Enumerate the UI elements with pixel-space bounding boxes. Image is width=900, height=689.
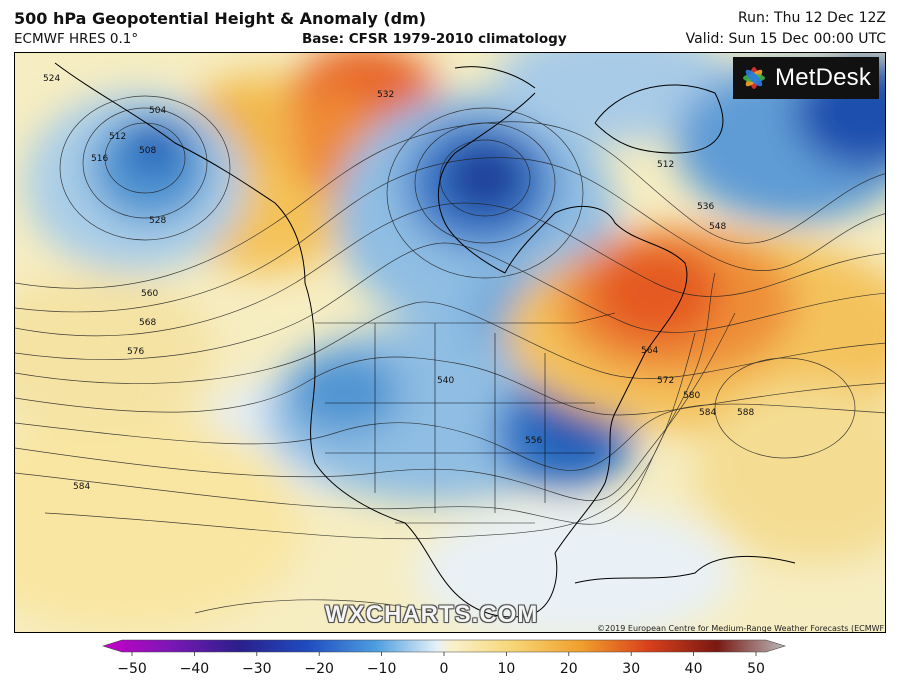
contour-label: 580: [683, 391, 700, 401]
contour-label: 516: [91, 154, 108, 164]
contour-label: 572: [657, 376, 674, 386]
contour-label: 512: [657, 160, 674, 170]
contour-label: 532: [377, 90, 394, 100]
colorbar-strip: [102, 639, 786, 653]
colorbar-ticks: −50 −40 −30 −20 −10 0 10 20 30 40 50: [117, 652, 765, 677]
contour-label: 584: [699, 408, 716, 418]
contour-label: 568: [139, 318, 156, 328]
contour-label: 564: [641, 346, 658, 356]
colorbar-tick-label: −30: [242, 661, 272, 677]
colorbar-tick-label: −40: [180, 661, 210, 677]
colorbar-tick-label: 0: [440, 661, 449, 677]
colorbar: −50 −40 −30 −20 −10 0 10 20 30 40 50: [102, 639, 786, 677]
copyright-note: ©2019 European Centre for Medium-Range W…: [597, 624, 886, 633]
anomaly-map: 524 504 508 512 516 528 532 512 536 548 …: [15, 53, 885, 632]
chart-title: 500 hPa Geopotential Height & Anomaly (d…: [14, 9, 427, 28]
coastlines: [54, 62, 796, 618]
contour-labels: 524 504 508 512 516 528 532 512 536 548 …: [43, 74, 754, 492]
anomaly-field: [15, 53, 885, 632]
contour-label: 540: [437, 376, 454, 386]
colorbar-tick-label: −20: [304, 661, 334, 677]
colorbar-tick-label: 20: [560, 661, 578, 677]
metdesk-logo-icon: [743, 67, 765, 89]
borders: [315, 312, 616, 524]
colorbar-tick-label: 50: [747, 661, 765, 677]
height-contours: [15, 95, 885, 614]
contour-label: 556: [525, 436, 542, 446]
colorbar-tick-label: 10: [497, 661, 515, 677]
climatology-base: Base: CFSR 1979-2010 climatology: [302, 31, 567, 47]
colorbar-tick-label: −10: [367, 661, 397, 677]
model-name: ECMWF HRES 0.1°: [14, 31, 139, 47]
contour-label: 512: [109, 132, 126, 142]
contour-label: 524: [43, 74, 60, 84]
contour-label: 508: [139, 146, 156, 156]
contour-label: 576: [127, 347, 144, 357]
valid-time: Valid: Sun 15 Dec 00:00 UTC: [685, 31, 886, 47]
colorbar-tick-label: 40: [685, 661, 703, 677]
contour-label: 584: [73, 482, 90, 492]
contour-label: 536: [697, 202, 714, 212]
contour-label: 504: [149, 106, 166, 116]
wxcharts-watermark: WXCHARTS.COM: [325, 601, 539, 628]
contour-label: 588: [737, 408, 754, 418]
map-panel: 524 504 508 512 516 528 532 512 536 548 …: [14, 52, 886, 633]
contour-label: 528: [149, 216, 166, 226]
colorbar-tick-label: −50: [117, 661, 147, 677]
contour-label: 548: [709, 222, 726, 232]
metdesk-logo-text: MetDesk: [775, 64, 872, 91]
metdesk-logo: MetDesk: [733, 57, 879, 99]
colorbar-tick-label: 30: [622, 661, 640, 677]
contour-label: 560: [141, 289, 158, 299]
run-time: Run: Thu 12 Dec 12Z: [738, 10, 886, 26]
